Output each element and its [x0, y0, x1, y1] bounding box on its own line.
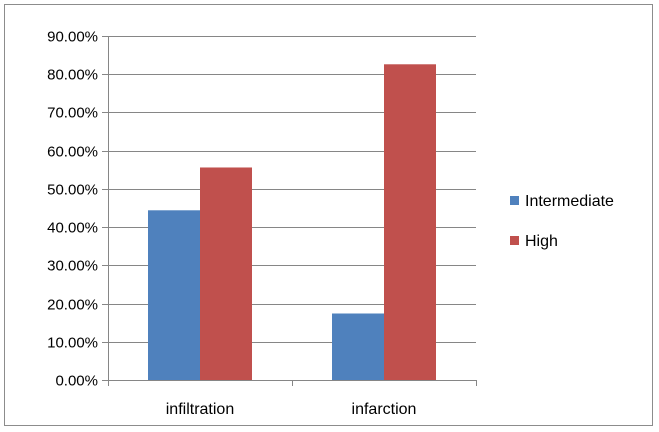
bar-high-infiltration	[200, 167, 252, 380]
axes	[102, 36, 477, 386]
y-tick-label: 0.00%	[55, 373, 98, 390]
bar-intermediate-infiltration	[148, 210, 200, 380]
y-tick-label: 30.00%	[47, 258, 98, 275]
y-tick-label: 40.00%	[47, 220, 98, 237]
y-tick-label: 50.00%	[47, 182, 98, 199]
legend-label-high: High	[525, 233, 558, 250]
y-axis-tick-labels: 0.00% 10.00% 20.00% 30.00% 40.00% 50.00% 60.00…	[47, 29, 98, 390]
legend-label-intermediate: Intermediate	[525, 193, 614, 210]
y-tick-label: 70.00%	[47, 105, 98, 122]
legend-swatch-intermediate	[510, 196, 519, 205]
legend: Intermediate High	[510, 193, 614, 250]
y-tick-label: 60.00%	[47, 144, 98, 161]
x-axis-category-labels: infiltration infarction	[166, 401, 417, 418]
y-tick-label: 80.00%	[47, 67, 98, 84]
bars	[148, 64, 436, 380]
x-category-label: infiltration	[166, 401, 234, 418]
bar-high-infarction	[384, 64, 436, 380]
x-category-label: infarction	[352, 401, 417, 418]
y-tick-label: 20.00%	[47, 297, 98, 314]
bar-intermediate-infarction	[332, 313, 384, 380]
y-tick-label: 90.00%	[47, 29, 98, 46]
y-tick-label: 10.00%	[47, 335, 98, 352]
legend-swatch-high	[510, 236, 519, 245]
